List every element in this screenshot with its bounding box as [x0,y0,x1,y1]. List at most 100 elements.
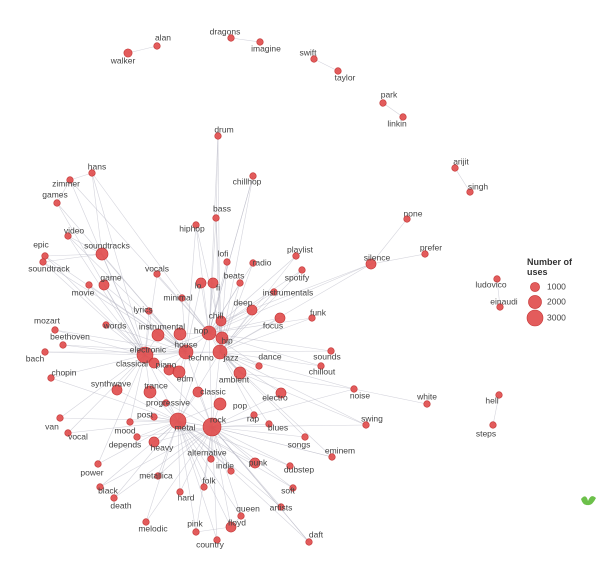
node [250,411,258,419]
node-label: minimal [163,292,192,302]
node [423,400,431,408]
node-label: hop [194,325,208,335]
edge [62,344,187,353]
edge [211,424,367,428]
node-label: alan [155,32,171,42]
edge [91,172,146,356]
node-label: game [100,272,122,282]
edge [195,426,213,533]
node-label: swift [300,47,318,57]
node [362,421,370,429]
edge [113,426,213,499]
node-label: hard [177,492,194,502]
node [236,279,244,287]
node [277,503,285,511]
legend-marker [530,282,540,292]
node-label: progressive [146,397,190,407]
node-label: park [381,89,398,99]
logo [581,496,596,506]
node [94,460,102,468]
node [176,488,184,496]
edge [113,420,179,499]
node-label: classical [116,358,148,368]
edge [99,426,213,488]
node [102,321,110,329]
edge [67,235,103,255]
edge [200,282,210,334]
legend-marker [528,295,542,309]
edge [219,291,275,353]
node-label: melodic [138,523,168,533]
node-label: dance [258,351,281,361]
node [249,172,257,180]
legend-label: 2000 [547,296,566,306]
node-label: chopin [51,367,76,377]
edge [230,37,261,43]
edge [97,420,179,465]
edge [54,329,146,356]
node [212,214,220,222]
edge [157,426,213,477]
node-label: playlist [287,244,314,254]
node-label: synthwave [91,378,131,388]
node [399,113,407,121]
node [110,494,118,502]
edge [67,354,146,434]
node-label: white [416,391,437,401]
node [301,433,309,441]
edge [127,45,158,54]
node-label: linkin [387,118,407,128]
node [212,344,228,360]
node-label: piano [156,359,177,369]
node-label: sounds [313,351,340,361]
node-label: eminem [325,445,355,455]
edge [44,255,146,356]
edge [370,253,426,265]
node [305,538,313,546]
node-label: songs [288,439,311,449]
node [466,188,474,196]
edge [56,179,71,204]
edge [67,235,146,356]
node [270,288,278,296]
node [292,252,300,260]
edge [211,351,221,428]
node-label: instrumentals [263,287,314,297]
node-label: electronic [130,344,167,354]
node [66,176,74,184]
edge [181,297,210,334]
edge [185,282,202,353]
node [286,462,294,470]
node [496,303,504,311]
node-label: hiphop [179,223,205,233]
edge [208,332,332,352]
node-label: power [80,467,103,477]
node-label: folk [202,475,216,485]
node-label: deep [234,297,253,307]
node-label: video [64,225,85,235]
edge [116,389,179,422]
node [153,42,161,50]
node-label: soundtrack [28,263,70,273]
edge [177,420,218,541]
legend-label: 1000 [547,281,566,291]
node-label: hip [221,335,233,345]
edge [219,351,355,390]
edge [313,58,339,72]
edge [219,351,322,367]
edge [492,394,500,426]
node-label: rap [247,413,260,423]
node [39,258,47,266]
node [202,417,222,437]
node [178,344,194,360]
node [274,312,286,324]
edge [156,273,210,334]
node-label: steps [476,428,496,438]
node [88,169,96,177]
node [214,132,222,140]
node [41,348,49,356]
node-label: taylor [335,72,356,82]
edge [67,235,187,353]
node-label: noise [350,390,371,400]
